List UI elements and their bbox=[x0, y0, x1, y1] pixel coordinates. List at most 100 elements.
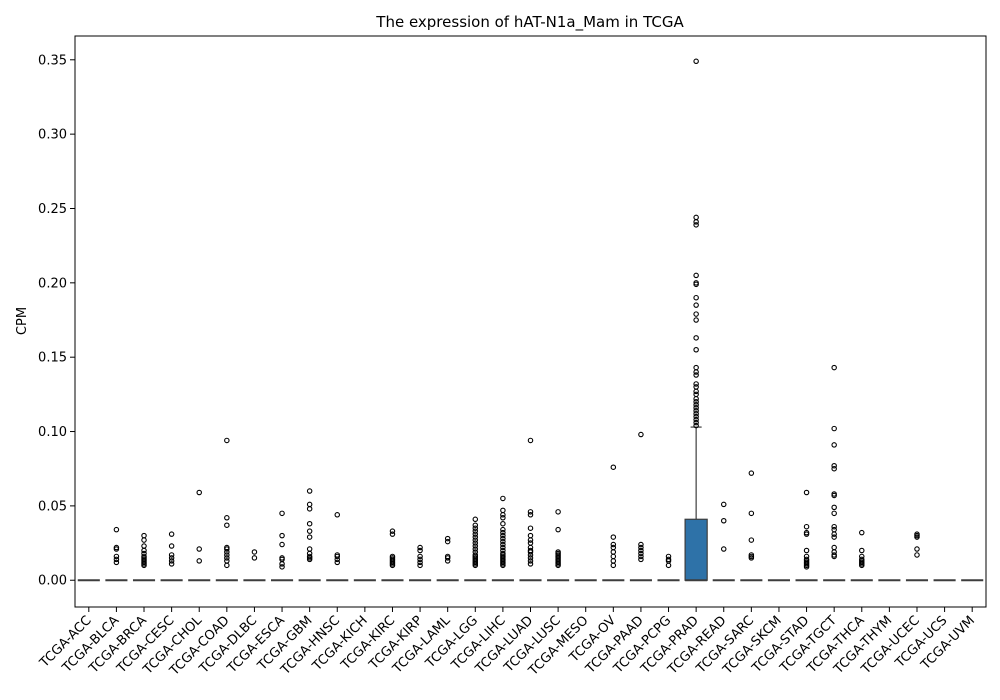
outlier-point bbox=[693, 399, 699, 405]
plot-area: 0.000.050.100.150.200.250.300.35TCGA-ACC… bbox=[37, 53, 984, 679]
outlier-point bbox=[693, 317, 699, 323]
outlier-point bbox=[444, 535, 451, 542]
outlier-point bbox=[693, 372, 699, 378]
outlier-point bbox=[472, 540, 479, 546]
outlier-point bbox=[693, 364, 699, 371]
outlier-point bbox=[831, 492, 837, 499]
outlier-point bbox=[500, 526, 506, 533]
outlier-point bbox=[306, 534, 313, 540]
outlier-point bbox=[500, 541, 506, 548]
outlier-point bbox=[224, 522, 230, 528]
outlier-point bbox=[279, 564, 285, 570]
outlier-point bbox=[720, 546, 727, 552]
outlier-point bbox=[693, 384, 699, 390]
outlier-point bbox=[472, 562, 479, 569]
outlier-point bbox=[859, 547, 865, 554]
outlier-point bbox=[831, 364, 837, 371]
outlier-point bbox=[803, 547, 810, 554]
outlier-point bbox=[693, 311, 699, 317]
outlier-point bbox=[389, 528, 396, 534]
outlier-point bbox=[693, 347, 699, 353]
outlier-point bbox=[113, 526, 120, 533]
outlier-point bbox=[914, 552, 920, 558]
outlier-point bbox=[914, 546, 920, 552]
outlier-point bbox=[279, 510, 285, 517]
outlier-point bbox=[444, 555, 451, 561]
outlier-point bbox=[831, 465, 837, 472]
outlier-point bbox=[638, 431, 644, 438]
outlier-point bbox=[141, 562, 147, 569]
outlier-point bbox=[417, 556, 423, 563]
outlier-point bbox=[306, 520, 313, 527]
outlier-point bbox=[693, 419, 699, 426]
outlier-point bbox=[527, 540, 534, 546]
outlier-point bbox=[720, 501, 727, 508]
outlier-point bbox=[500, 529, 506, 536]
outlier-point bbox=[306, 506, 313, 512]
box bbox=[684, 518, 708, 581]
outlier-point bbox=[527, 537, 534, 543]
outlier-point bbox=[527, 532, 534, 539]
outlier-point bbox=[500, 507, 506, 514]
outlier-point bbox=[831, 462, 837, 469]
outlier-point bbox=[803, 531, 810, 537]
outlier-point bbox=[693, 335, 699, 341]
outlier-point bbox=[638, 556, 644, 563]
outlier-point bbox=[527, 561, 534, 567]
outlier-point bbox=[389, 531, 396, 537]
outlier-point bbox=[334, 556, 341, 563]
y-tick-label: 0.00 bbox=[38, 574, 67, 589]
outlier-point bbox=[693, 281, 699, 288]
outlier-point bbox=[500, 535, 506, 542]
outlier-point bbox=[803, 564, 810, 570]
outlier-point bbox=[610, 544, 617, 551]
outlier-point bbox=[831, 544, 837, 551]
outlier-point bbox=[306, 488, 313, 494]
outlier-point bbox=[306, 546, 313, 552]
axes-frame bbox=[74, 35, 987, 608]
outlier-point bbox=[500, 532, 506, 539]
outlier-point bbox=[638, 547, 644, 554]
outlier-point bbox=[168, 561, 175, 567]
outlier-point bbox=[113, 546, 120, 552]
outlier-point bbox=[168, 552, 175, 558]
outlier-point bbox=[693, 422, 699, 429]
outlier-point bbox=[500, 495, 506, 502]
outlier-point bbox=[279, 561, 285, 567]
outlier-point bbox=[224, 546, 230, 552]
outlier-point bbox=[665, 562, 672, 569]
outlier-point bbox=[638, 544, 644, 551]
outlier-point bbox=[693, 396, 699, 402]
outlier-point bbox=[251, 549, 258, 555]
outlier-point bbox=[831, 553, 837, 560]
outlier-point bbox=[224, 555, 230, 561]
outlier-point bbox=[113, 556, 120, 563]
outlier-point bbox=[859, 562, 865, 569]
outlier-point bbox=[638, 553, 644, 560]
outlier-point bbox=[168, 543, 175, 549]
outlier-point bbox=[113, 559, 120, 566]
outlier-point bbox=[831, 531, 837, 537]
outlier-point bbox=[444, 538, 451, 545]
y-tick-label: 0.35 bbox=[38, 53, 67, 68]
outlier-point bbox=[527, 555, 534, 561]
outlier-point bbox=[417, 562, 423, 569]
outlier-point bbox=[500, 512, 506, 518]
outlier-point bbox=[500, 520, 506, 527]
outlier-point bbox=[693, 272, 699, 279]
outlier-point bbox=[803, 489, 810, 496]
outlier-point bbox=[831, 510, 837, 517]
outlier-point bbox=[141, 532, 147, 539]
outlier-point bbox=[610, 558, 617, 564]
outlier-point bbox=[693, 402, 699, 408]
outlier-point bbox=[610, 553, 617, 560]
outlier-point bbox=[500, 562, 506, 569]
outlier-point bbox=[141, 537, 147, 543]
outlier-point bbox=[527, 512, 534, 518]
outlier-point bbox=[251, 555, 258, 561]
outlier-point bbox=[168, 555, 175, 561]
outlier-point bbox=[334, 512, 341, 518]
outlier-point bbox=[472, 546, 479, 552]
outlier-point bbox=[168, 558, 175, 564]
